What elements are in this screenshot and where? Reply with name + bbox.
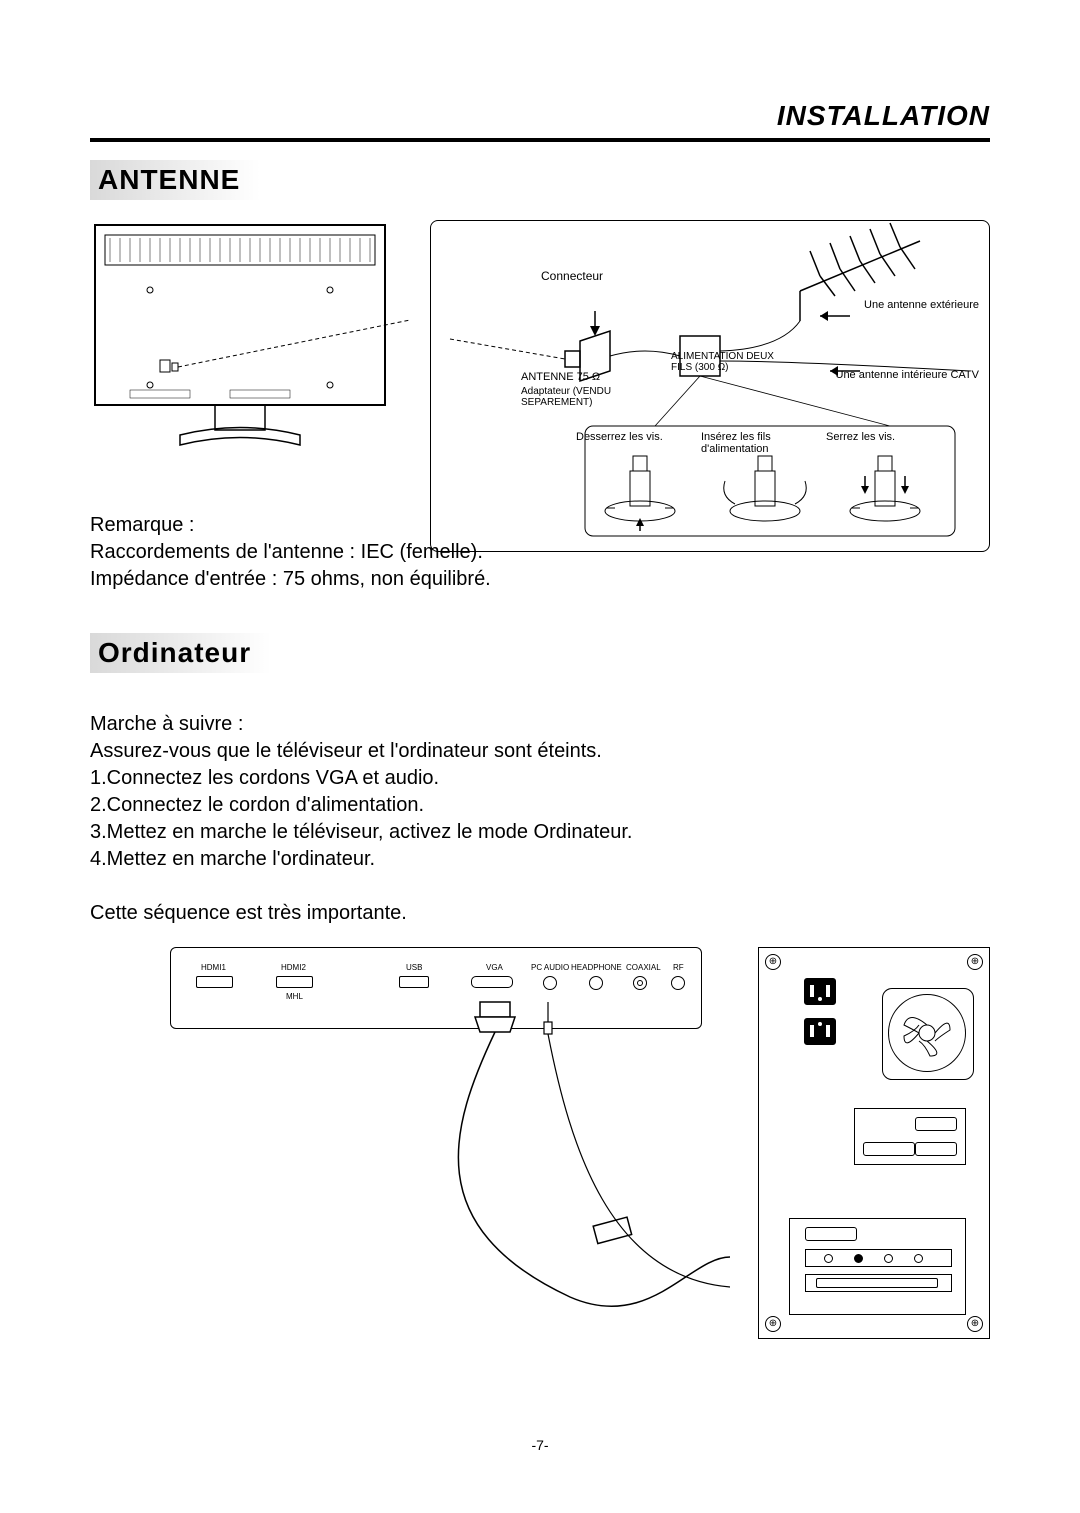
label-adaptateur: Adaptateur (VENDU SEPAREMENT) [521, 386, 641, 408]
section-ordinateur-heading: Ordinateur [90, 633, 271, 673]
label-antenne-ext: Une antenne extérieure [864, 299, 979, 311]
ord-line4: 4.Mettez en marche l'ordinateur. [90, 848, 375, 870]
ord-line0: Assurez-vous que le téléviseur et l'ordi… [90, 740, 602, 762]
ord-line1: 1.Connectez les cordons VGA et audio. [90, 767, 439, 789]
screw-icon: ⊕ [967, 1316, 983, 1332]
label-alim-deux: ALIMENTATION DEUX FILS (300 Ω) [671, 351, 781, 373]
pc-port-group [854, 1108, 966, 1165]
remark-line2: Impédance d'entrée : 75 ohms, non équili… [90, 568, 491, 590]
remark-line1: Raccordements de l'antenne : IEC (femell… [90, 541, 483, 563]
fan-icon [882, 988, 974, 1080]
power-socket-icon [804, 978, 836, 1005]
ord-footer: Cette séquence est très importante. [90, 902, 407, 924]
screw-icon: ⊕ [765, 1316, 781, 1332]
pc-tower-diagram: ⊕ ⊕ ⊕ ⊕ [758, 947, 990, 1339]
remark-title: Remarque : [90, 514, 195, 536]
pc-expansion-slots [789, 1218, 966, 1315]
tv-back-diagram [90, 220, 410, 485]
label-inserez: Insérez les fils d'alimentation [701, 431, 791, 455]
ord-line2: 2.Connectez le cordon d'alimentation. [90, 794, 424, 816]
ord-intro: Marche à suivre : [90, 713, 243, 735]
antenne-diagram-row: Connecteur Une antenne extérieure ANTENN… [90, 220, 990, 552]
screw-icon: ⊕ [967, 954, 983, 970]
ordinateur-diagram: HDMI1 HDMI2 MHL USB VGA PC AUDIO HEADPHO… [90, 947, 990, 1367]
label-antenne-75: ANTENNE 75 Ω [521, 371, 600, 383]
label-serrez: Serrez les vis. [826, 431, 895, 443]
page-container: INSTALLATION ANTENNE [0, 0, 1080, 1513]
antenna-wiring-diagram: Connecteur Une antenne extérieure ANTENN… [430, 220, 990, 552]
section-antenne-heading: ANTENNE [90, 160, 260, 200]
page-header: INSTALLATION [90, 100, 990, 132]
page-number: -7- [0, 1437, 1080, 1453]
label-connecteur: Connecteur [541, 269, 603, 283]
label-desserrez: Desserrez les vis. [576, 431, 663, 443]
label-antenne-int: Une antenne intérieure CATV [836, 369, 980, 381]
screw-icon: ⊕ [765, 954, 781, 970]
ordinateur-instructions: Marche à suivre : Assurez-vous que le té… [90, 711, 990, 927]
ord-line3: 3.Mettez en marche le téléviseur, active… [90, 821, 633, 843]
header-rule [90, 138, 990, 142]
power-socket-icon [804, 1018, 836, 1045]
